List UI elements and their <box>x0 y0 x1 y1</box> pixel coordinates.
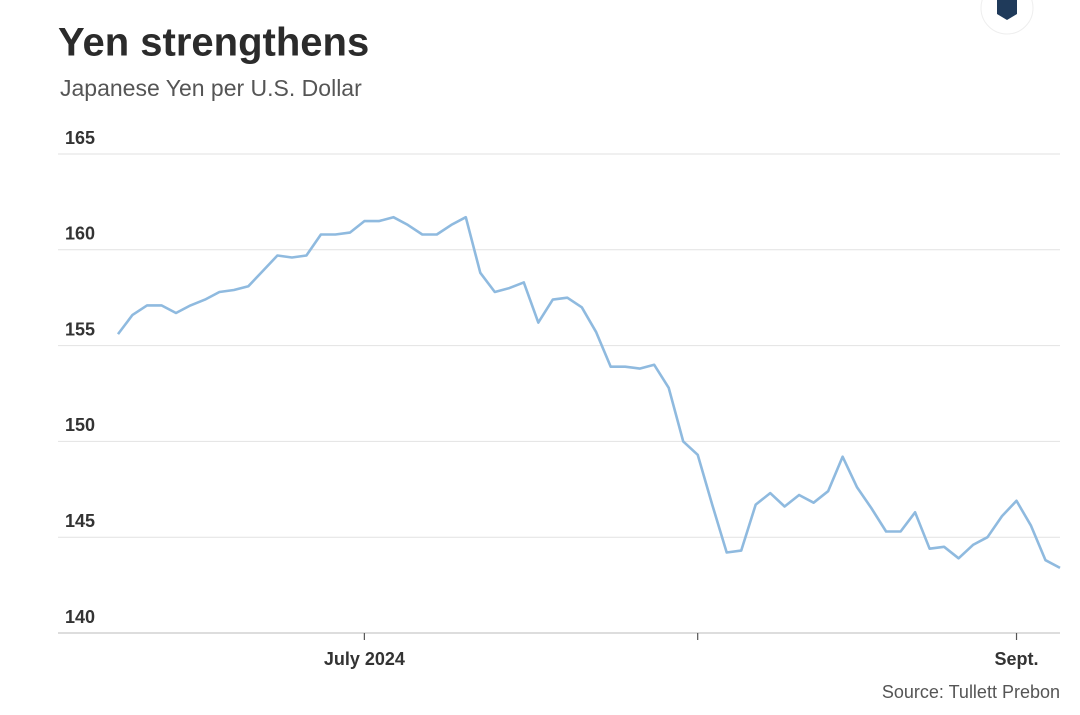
y-tick-label: 165 <box>65 128 95 148</box>
source: Source: Tullett Prebon <box>882 682 1060 702</box>
y-tick-label: 160 <box>65 224 95 244</box>
x-tick-label: Sept. <box>995 649 1039 669</box>
chart-subtitle: Japanese Yen per U.S. Dollar <box>60 75 362 101</box>
chart-title: Yen strengthens <box>58 21 369 65</box>
x-tick-label: July 2024 <box>324 649 405 669</box>
logo-badge <box>980 0 1034 35</box>
y-tick-label: 150 <box>65 415 95 435</box>
line <box>116 215 1061 570</box>
y-tick-label: 140 <box>65 607 95 627</box>
y-tick-label: 145 <box>65 511 95 531</box>
y-tick-label: 155 <box>65 319 95 339</box>
